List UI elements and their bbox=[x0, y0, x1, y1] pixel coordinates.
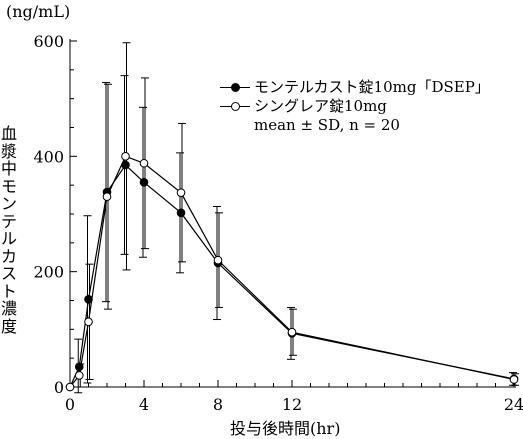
legend: モンテルカスト錠10mg「DSEP」 シングレア錠10mg mean ± SD,… bbox=[220, 78, 490, 135]
legend-note: mean ± SD, n = 20 bbox=[254, 116, 400, 134]
y-tick-label: 200 bbox=[33, 263, 64, 282]
legend-filled-circle-icon bbox=[220, 78, 250, 97]
data-point-dsep bbox=[74, 362, 84, 372]
data-point-singulair bbox=[287, 327, 297, 337]
legend-label-dsep: モンテルカスト錠10mg「DSEP」 bbox=[254, 78, 490, 96]
data-point-dsep bbox=[139, 177, 149, 187]
data-point-singulair bbox=[139, 158, 149, 168]
data-point-dsep bbox=[84, 295, 93, 304]
data-point-singulair bbox=[74, 371, 84, 380]
y-axis-label: 血漿中モンテルカスト濃度 bbox=[0, 124, 17, 336]
data-point-dsep bbox=[121, 160, 130, 170]
series-line-dsep bbox=[69, 164, 515, 388]
data-point-singulair bbox=[121, 152, 130, 161]
data-point-dsep bbox=[176, 208, 186, 218]
data-point-singulair bbox=[213, 255, 223, 265]
y-tick-label: 400 bbox=[33, 147, 64, 166]
x-tick-label: 0 bbox=[65, 395, 75, 414]
data-point-singulair bbox=[65, 382, 75, 392]
y-tick-label: 0 bbox=[54, 378, 64, 397]
x-tick-label: 4 bbox=[139, 395, 149, 414]
y-tick-label: 600 bbox=[33, 32, 64, 51]
x-tick-label: 8 bbox=[213, 395, 223, 414]
x-tick-label: 24 bbox=[504, 395, 523, 414]
data-point-singulair bbox=[509, 375, 519, 384]
legend-item-singulair: シングレア錠10mg bbox=[220, 97, 490, 116]
x-axis-label: 投与後時間(hr) bbox=[230, 419, 341, 438]
legend-label-singulair: シングレア錠10mg bbox=[254, 97, 387, 115]
data-point-singulair bbox=[176, 188, 186, 197]
series-line-singulair bbox=[69, 155, 515, 388]
legend-item-dsep: モンテルカスト錠10mg「DSEP」 bbox=[220, 78, 490, 97]
data-point-singulair bbox=[102, 192, 112, 201]
data-point-singulair bbox=[84, 317, 93, 327]
y-unit-label: (ng/mL) bbox=[6, 2, 71, 21]
x-tick-label: 12 bbox=[282, 395, 302, 414]
legend-open-circle-icon bbox=[220, 97, 250, 116]
